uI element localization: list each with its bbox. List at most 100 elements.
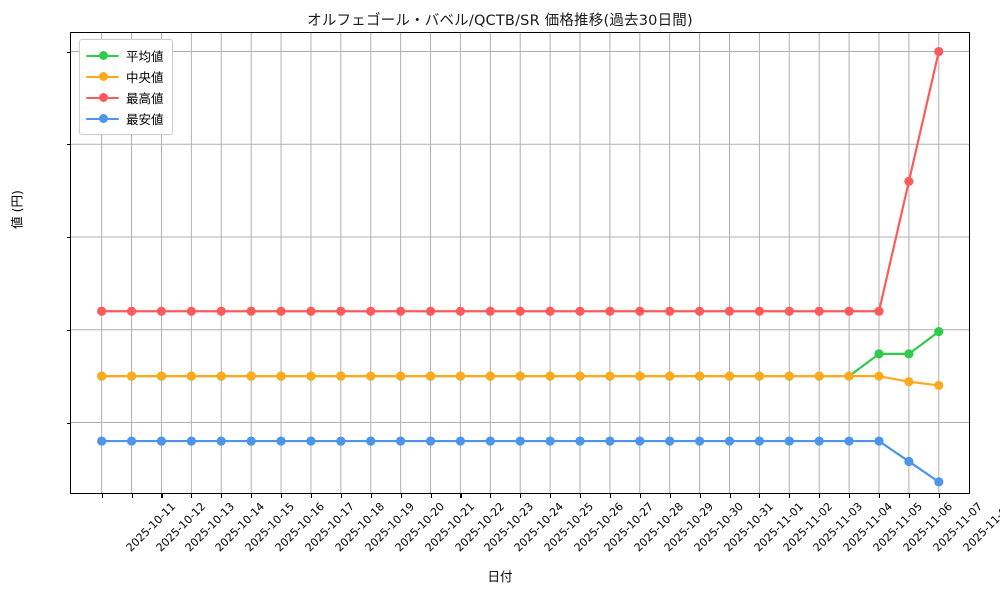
data-point-marker [605,371,615,381]
x-axis-tick-mark [400,493,402,498]
x-axis-tick-mark [639,493,641,498]
data-point-marker [366,436,376,446]
data-point-marker [665,436,675,446]
y-axis-label: 値 (円) [9,190,25,229]
data-point-marker [336,436,346,446]
legend-label: 中央値 [126,70,164,85]
data-point-marker [485,371,495,381]
data-point-marker [396,436,406,446]
data-point-marker [97,306,107,316]
legend-item-1[interactable]: 中央値 [86,66,164,87]
legend-swatch-icon [86,92,119,104]
legend-item-0[interactable]: 平均値 [86,45,164,66]
x-axis-tick-mark [281,493,283,498]
data-point-marker [515,306,525,316]
legend-label: 最安値 [126,112,164,127]
data-point-marker [754,371,765,381]
data-point-marker [605,306,615,316]
legend-swatch-icon [86,71,119,83]
data-point-marker [485,306,495,316]
x-axis-tick-mark [609,493,611,498]
data-point-marker [904,377,914,387]
data-point-marker [635,371,645,381]
data-point-marker [695,306,705,316]
data-point-marker [425,306,436,316]
data-point-marker [186,306,196,316]
data-point-marker [216,371,226,381]
data-point-marker [814,436,824,446]
data-point-marker [455,436,466,446]
y-axis-tick-mark [66,422,71,424]
data-point-marker [246,436,256,446]
data-point-marker [306,306,316,316]
data-point-marker [844,436,854,446]
data-point-marker [635,436,645,446]
data-point-marker [784,306,794,316]
x-axis-tick-mark [430,493,432,498]
series-line-3 [100,439,940,483]
data-point-marker [396,371,406,381]
data-point-marker [396,306,406,316]
data-point-marker [366,371,376,381]
data-point-marker [784,436,794,446]
x-axis-tick-mark [550,493,552,498]
data-point-marker [575,371,585,381]
x-axis-tick-mark [729,493,731,498]
x-axis-tick-mark [131,493,133,498]
data-point-marker [575,306,585,316]
data-point-marker [844,306,854,316]
data-point-marker [874,349,884,359]
data-point-marker [814,306,824,316]
legend-item-2[interactable]: 最高値 [86,87,164,108]
data-point-marker [246,306,256,316]
x-axis-tick-mark [191,493,193,498]
data-point-marker [934,380,944,391]
data-point-marker [724,371,735,381]
data-point-marker [276,371,286,381]
legend-swatch-icon [86,50,119,62]
x-axis-tick-mark [819,493,821,498]
series-line-2 [100,50,940,313]
legend-item-3[interactable]: 最安値 [86,108,164,129]
data-point-marker [216,306,226,316]
legend-swatch-icon [86,113,119,125]
data-point-marker [695,436,705,446]
data-point-marker [336,306,346,316]
x-axis-tick-mark [490,493,492,498]
data-point-marker [545,306,555,316]
data-point-marker [545,371,555,381]
data-point-marker [126,436,137,446]
data-point-marker [904,349,914,359]
data-point-marker [97,371,107,381]
data-point-marker [874,306,884,316]
data-point-marker [515,436,525,446]
data-point-marker [425,436,436,446]
data-point-marker [156,436,167,446]
data-point-marker [844,371,854,381]
data-point-marker [515,371,525,381]
data-point-marker [635,306,645,316]
series-layer [97,46,944,487]
series-line-0 [100,330,940,378]
x-axis-tick-mark [520,493,522,498]
data-point-marker [186,371,196,381]
x-axis-tick-mark [310,493,313,498]
x-axis-tick-mark [669,493,671,498]
data-point-marker [904,176,914,186]
data-point-marker [485,436,495,446]
data-point-marker [934,327,944,337]
y-axis-tick-mark [66,237,71,239]
x-axis-tick-mark [251,493,253,498]
data-point-marker [695,371,705,381]
data-point-marker [814,371,824,381]
data-point-marker [904,456,914,467]
data-point-marker [306,436,316,446]
x-axis-tick-mark [221,493,223,498]
data-point-marker [186,436,196,446]
y-axis-tick-mark [66,144,71,146]
data-point-marker [665,371,675,381]
data-point-marker [754,436,765,446]
data-point-marker [156,306,167,316]
